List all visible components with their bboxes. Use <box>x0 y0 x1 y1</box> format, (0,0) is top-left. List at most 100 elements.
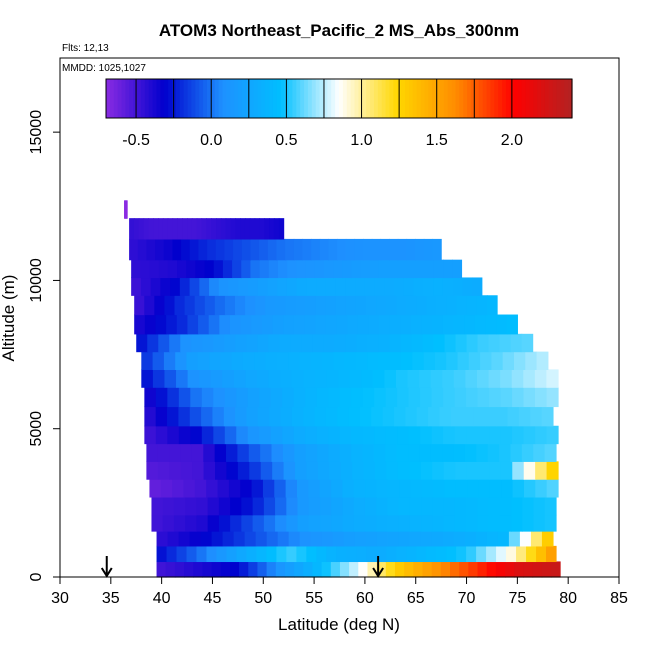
heatmap-cell <box>385 561 396 578</box>
heatmap-cell <box>432 461 445 480</box>
plot-frame <box>59 57 620 578</box>
heatmap-cell <box>211 218 217 240</box>
heatmap-cell <box>335 295 347 316</box>
heatmap-cell <box>316 387 329 408</box>
heatmap-cell <box>156 561 167 578</box>
heatmap-cell <box>354 238 364 261</box>
heatmap-cell <box>446 295 458 316</box>
heatmap-cell <box>196 514 209 532</box>
colorbar-tick-label: 0.0 <box>200 132 222 149</box>
heatmap-cell <box>254 218 261 240</box>
heatmap-cell <box>440 561 451 578</box>
heatmap-cell <box>444 333 457 353</box>
heatmap-cell <box>303 406 316 427</box>
flights-note: Flts: 12,13 <box>62 43 109 54</box>
heatmap-cell <box>233 531 246 547</box>
heatmap-cell <box>496 406 509 427</box>
heatmap-cell <box>191 333 203 353</box>
heatmap-cell <box>476 295 488 316</box>
heatmap-cell <box>426 295 438 316</box>
heatmap-cell <box>454 425 467 445</box>
heatmap-cell <box>443 461 456 480</box>
heatmap-cell <box>251 314 263 335</box>
colorbar-segment <box>160 79 165 118</box>
heatmap-cell <box>293 238 304 261</box>
heatmap-cell <box>260 443 273 462</box>
colorbar-segment <box>106 79 111 118</box>
heatmap-cell <box>420 461 433 480</box>
heatmap-cell <box>167 425 180 445</box>
heatmap-cell <box>163 238 174 261</box>
heatmap-cell <box>342 514 355 532</box>
heatmap-cell <box>422 333 435 353</box>
heatmap-cell <box>489 479 502 498</box>
heatmap-cell <box>241 259 252 279</box>
heatmap-cell <box>456 545 467 563</box>
heatmap-cell <box>259 259 270 279</box>
heatmap-cell <box>325 277 337 296</box>
heatmap-cell <box>295 295 307 316</box>
heatmap-cell <box>389 314 401 335</box>
heatmap-cell <box>183 479 196 498</box>
heatmap-cell <box>167 406 180 427</box>
heatmap-cell <box>226 461 239 480</box>
heatmap-cell <box>477 387 490 408</box>
heatmap-cell <box>366 295 377 316</box>
heatmap-cell <box>506 314 518 335</box>
heatmap-cell <box>126 200 128 219</box>
colorbar-segment <box>533 79 538 118</box>
heatmap-cell <box>240 218 246 240</box>
heatmap-cell <box>423 351 436 370</box>
heatmap-cell <box>397 425 410 445</box>
heatmap-cell <box>306 545 317 563</box>
colorbar-segment <box>168 79 173 118</box>
heatmap-cell <box>508 531 521 547</box>
colorbar-segment <box>416 79 422 118</box>
heatmap-cell <box>489 387 502 408</box>
colorbar-segment <box>222 79 227 118</box>
heatmap-cell <box>394 406 406 427</box>
flight-markers <box>100 556 384 578</box>
heatmap-cell <box>160 479 173 498</box>
heatmap-cell <box>196 545 208 563</box>
heatmap-cell <box>436 295 448 316</box>
heatmap-cell <box>305 295 317 316</box>
heatmap-cell <box>224 425 237 445</box>
heatmap-cell <box>262 479 275 498</box>
heatmap-cell <box>304 314 316 335</box>
heatmap-cell <box>314 406 327 427</box>
heatmap-cell <box>320 496 332 516</box>
heatmap-cell <box>257 406 270 427</box>
heatmap-cell <box>428 406 441 427</box>
heatmap-cell <box>296 545 307 563</box>
heatmap-cell <box>523 479 536 498</box>
colorbar-segment <box>137 79 142 118</box>
heatmap-cell <box>235 406 248 427</box>
heatmap-cell <box>286 514 299 532</box>
heatmap-cell <box>286 496 299 516</box>
colorbar-tick-label: 1.5 <box>426 132 448 149</box>
heatmap-cell <box>255 295 266 316</box>
colorbar-segment <box>525 79 530 118</box>
heatmap-cell <box>254 351 267 370</box>
heatmap-cell <box>384 369 397 388</box>
heatmap-cell <box>355 295 367 316</box>
heatmap-cell <box>174 561 185 578</box>
heatmap-cell <box>269 218 275 240</box>
colorbar-segment <box>482 79 488 118</box>
heatmap-cell <box>297 514 310 532</box>
colorbar-segment <box>226 79 231 118</box>
heatmap-cell <box>216 218 222 240</box>
heatmap-cell <box>230 218 236 240</box>
heatmap-cell <box>246 333 258 353</box>
colorbar-segment <box>517 79 523 118</box>
heatmap-cell <box>199 277 210 296</box>
colorbar-tick-label: 1.0 <box>350 132 372 149</box>
heatmap-cell <box>387 514 400 532</box>
heatmap-cell <box>400 314 412 335</box>
heatmap-cell <box>468 351 481 370</box>
heatmap-cell <box>432 238 442 261</box>
heatmap-cell <box>317 443 330 462</box>
heatmap-cell <box>260 461 273 480</box>
heatmap-cell <box>203 443 216 462</box>
